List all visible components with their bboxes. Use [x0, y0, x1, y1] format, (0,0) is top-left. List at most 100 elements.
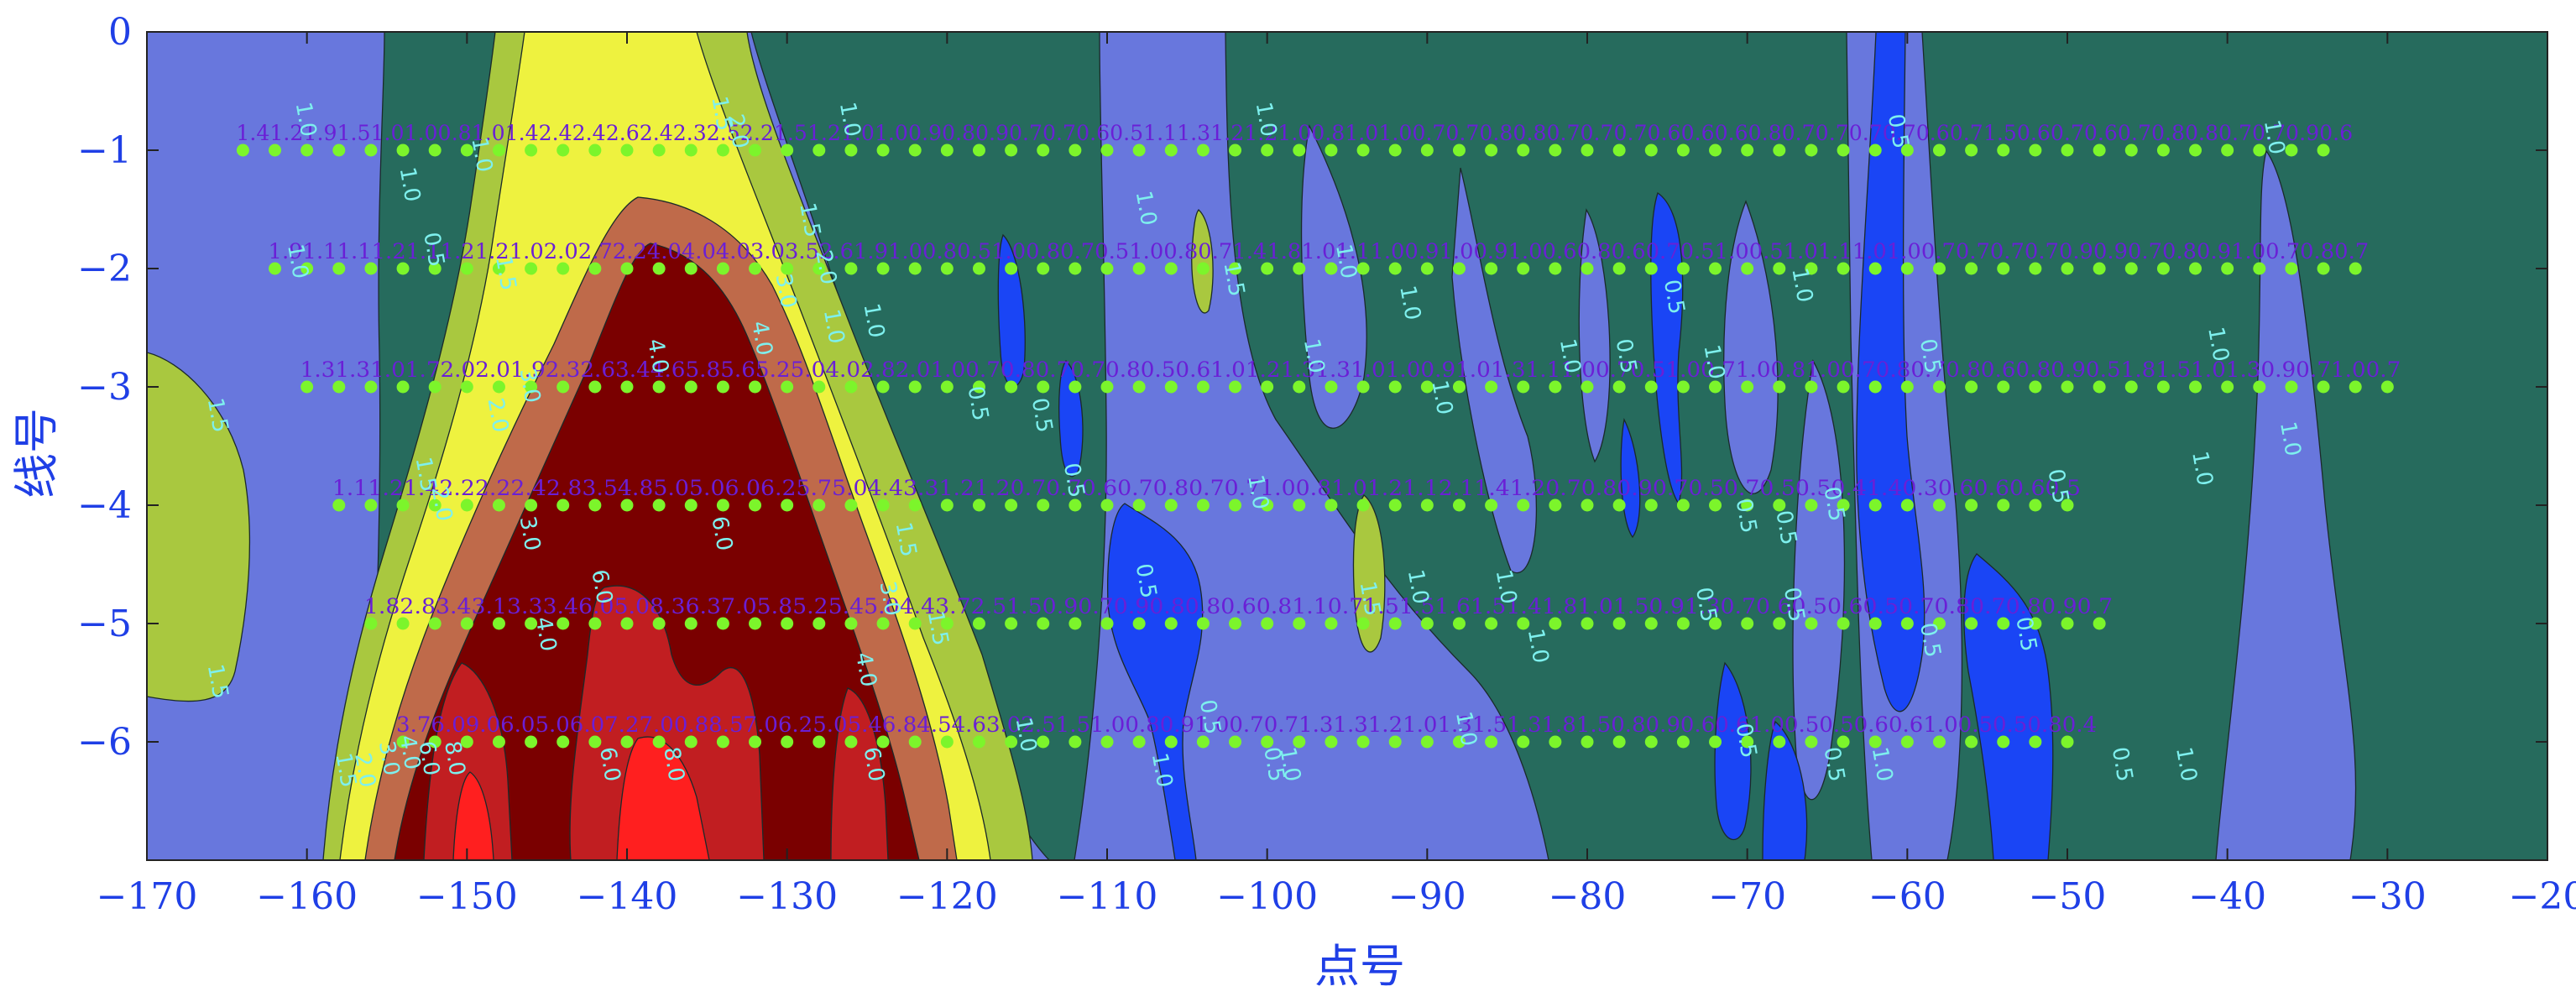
- survey-point: [781, 262, 794, 275]
- contour-level-label: 0.5: [418, 230, 449, 269]
- y-axis-title: 线号: [10, 408, 63, 498]
- survey-point: [1069, 498, 1082, 512]
- y-tick-label: −5: [77, 603, 132, 645]
- survey-point: [1420, 262, 1434, 275]
- contour-level-label: 0.5: [2042, 467, 2073, 505]
- survey-point: [684, 262, 698, 275]
- survey-point: [1741, 262, 1754, 275]
- contour-region-0.5-f: [1714, 661, 1752, 841]
- contour-level-label: 0.5: [2010, 615, 2041, 654]
- survey-point: [1132, 617, 1146, 630]
- survey-point: [716, 380, 729, 394]
- survey-point: [1549, 380, 1562, 394]
- contour-level-label: 1.0: [1403, 567, 1434, 606]
- survey-point: [2221, 380, 2234, 394]
- survey-point: [1005, 380, 1018, 394]
- contour-region-1.0-strip-c: [1451, 167, 1538, 574]
- survey-point: [1805, 262, 1818, 275]
- survey-point: [1517, 380, 1530, 394]
- survey-point: [876, 735, 890, 749]
- contour-level-label: 1.0: [2187, 449, 2218, 488]
- contour-level-label: 0.5: [1819, 745, 1850, 784]
- survey-point: [1293, 262, 1306, 275]
- x-tick-label: −160: [256, 875, 358, 918]
- survey-point: [1932, 498, 1946, 512]
- survey-point: [1356, 735, 1370, 749]
- survey-point: [972, 144, 985, 157]
- contour-level-label: 0.5: [1915, 337, 1946, 375]
- survey-point: [2029, 380, 2042, 394]
- survey-point: [1709, 735, 1722, 749]
- survey-point: [1452, 498, 1466, 512]
- contour-level-label: 0.5: [1915, 621, 1946, 660]
- y-axis: 0 −1 −2 −3 −4 −5 −6: [77, 11, 2547, 764]
- survey-point: [1485, 380, 1498, 394]
- survey-point: [1900, 380, 1914, 394]
- contour-level-label: 1.0: [1426, 378, 1457, 417]
- survey-point: [1709, 144, 1722, 157]
- contour-level-label: 0.5: [1194, 697, 1225, 736]
- plot-frame: [146, 31, 2548, 861]
- contour-level-label: 1.5: [202, 662, 233, 701]
- survey-point: [1997, 617, 2010, 630]
- measurement-points: [236, 144, 2394, 749]
- survey-line-values: 1.31.31.01.72.02.01.92.32.63.44.65.85.65…: [300, 357, 2401, 382]
- survey-point: [972, 380, 985, 394]
- contour-level-label: 1.5: [891, 520, 922, 559]
- survey-point: [1356, 262, 1370, 275]
- survey-point: [492, 498, 505, 512]
- survey-point: [1005, 735, 1018, 749]
- survey-point: [813, 380, 826, 394]
- survey-point: [1100, 380, 1114, 394]
- survey-point: [1644, 144, 1658, 157]
- contour-level-label: 2.0: [349, 751, 380, 790]
- survey-point: [1229, 735, 1242, 749]
- survey-point: [1420, 380, 1434, 394]
- contour-region-6.0-east: [830, 687, 889, 860]
- survey-point: [2029, 498, 2042, 512]
- survey-point: [1965, 262, 1978, 275]
- survey-point: [652, 144, 666, 157]
- survey-point: [652, 262, 666, 275]
- survey-point: [1805, 144, 1818, 157]
- survey-point: [684, 144, 698, 157]
- survey-point: [428, 498, 442, 512]
- contour-level-label: 1.0: [1554, 337, 1586, 375]
- survey-point: [2317, 262, 2330, 275]
- survey-point: [1069, 617, 1082, 630]
- survey-point: [1420, 498, 1434, 512]
- survey-point: [2061, 735, 2074, 749]
- survey-point: [1388, 262, 1402, 275]
- survey-point: [1965, 380, 1978, 394]
- survey-point: [1932, 144, 1946, 157]
- survey-point: [2061, 498, 2074, 512]
- survey-point: [652, 380, 666, 394]
- x-tick-label: −70: [1708, 875, 1786, 918]
- contour-level-label: 1.0: [1251, 100, 1282, 138]
- contour-level-label: 0.5: [1027, 396, 1058, 435]
- y-tick-label: −3: [77, 366, 132, 409]
- contour-level-label: 1.5: [410, 455, 442, 493]
- contour-level-label: 1.0: [2171, 745, 2202, 784]
- survey-point: [1452, 617, 1466, 630]
- survey-point: [620, 380, 634, 394]
- survey-point: [1005, 498, 1018, 512]
- survey-point: [2221, 262, 2234, 275]
- survey-point: [1837, 735, 1850, 749]
- survey-point: [525, 262, 538, 275]
- contour-level-label: 0.5: [1883, 112, 1914, 150]
- survey-point: [2029, 617, 2042, 630]
- survey-point: [1452, 144, 1466, 157]
- survey-point: [1549, 498, 1562, 512]
- survey-point: [684, 498, 698, 512]
- contour-region-8.0-west: [452, 771, 494, 860]
- survey-point: [2285, 380, 2298, 394]
- survey-point: [2380, 380, 2394, 394]
- survey-point: [1388, 617, 1402, 630]
- survey-point: [1612, 498, 1626, 512]
- survey-point: [716, 144, 729, 157]
- survey-point: [652, 735, 666, 749]
- survey-point: [1549, 262, 1562, 275]
- survey-point: [1965, 498, 1978, 512]
- contour-level-label: 1.5: [922, 609, 954, 648]
